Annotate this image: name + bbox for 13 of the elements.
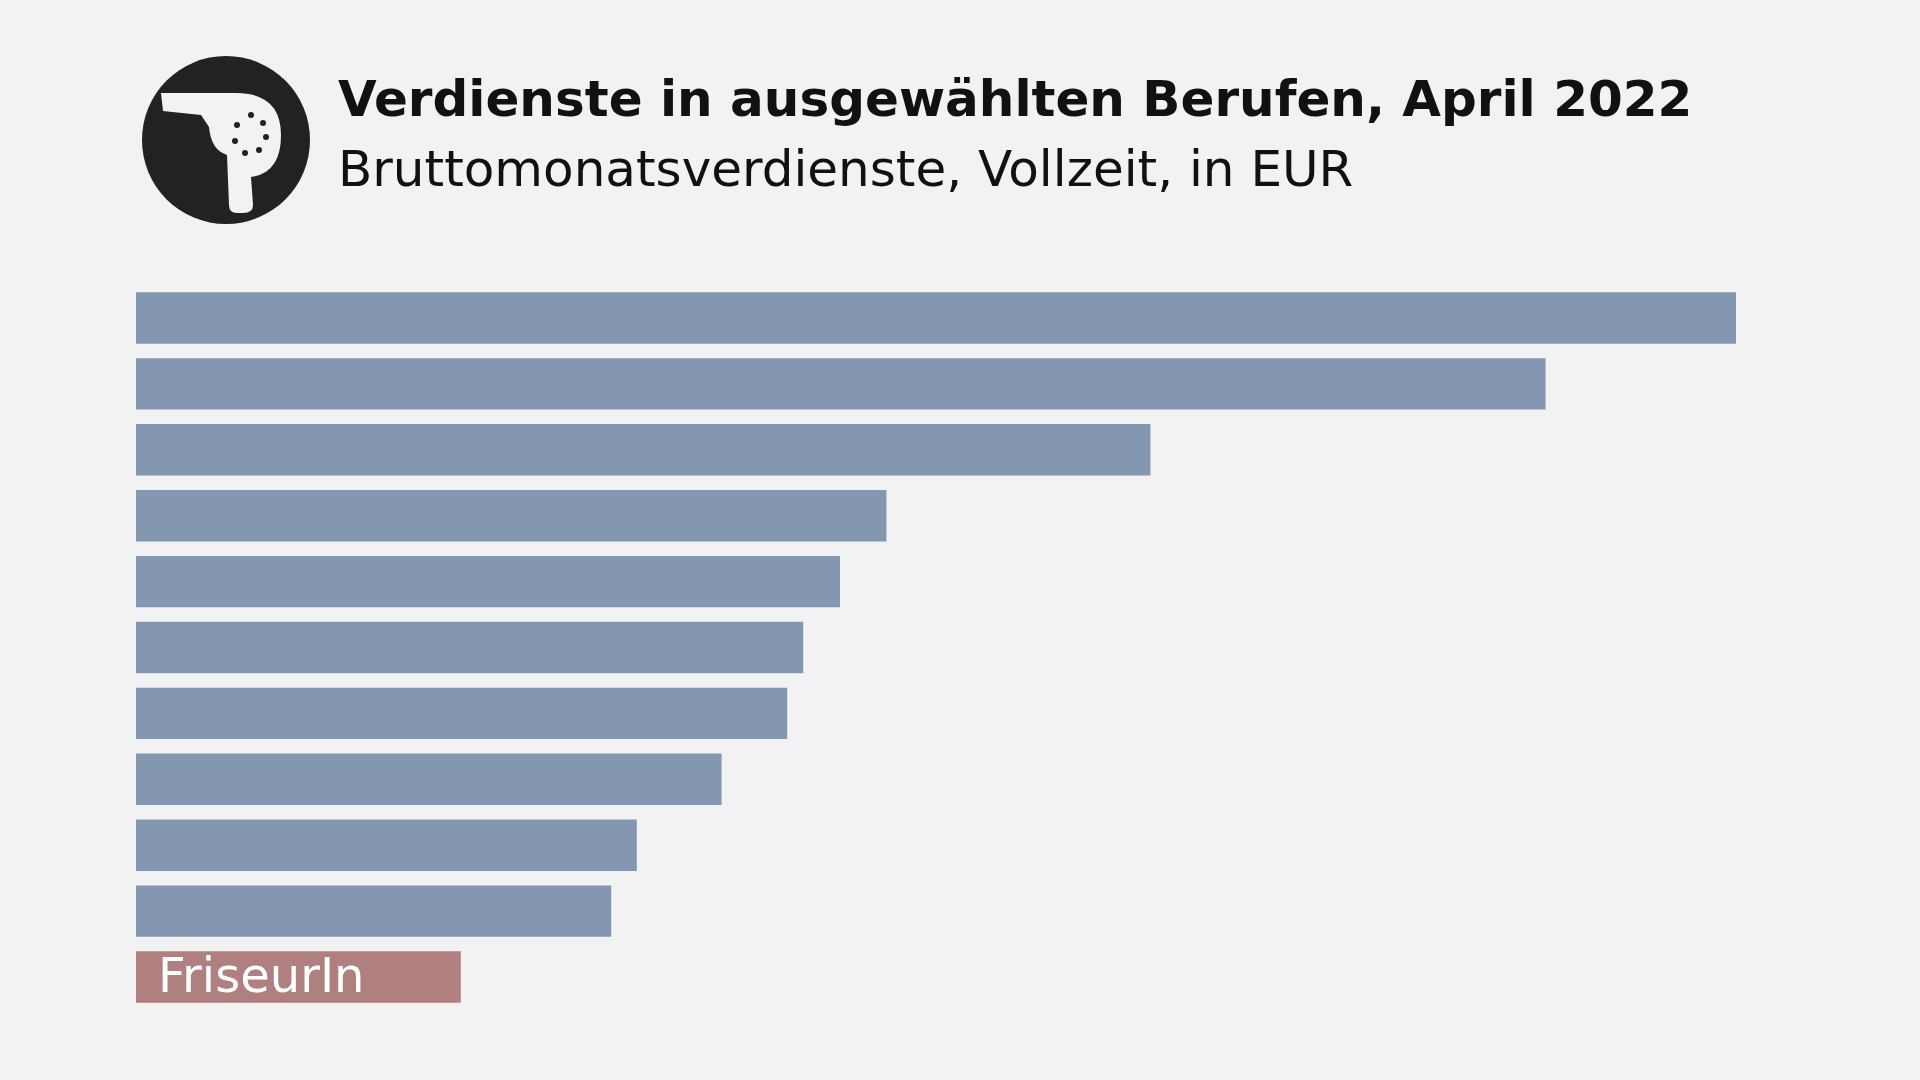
bar xyxy=(136,753,722,806)
bar xyxy=(136,687,788,740)
y-tick-label: FriseurIn xyxy=(158,946,365,1003)
bar xyxy=(136,621,804,674)
bar xyxy=(136,292,1736,344)
bar xyxy=(136,885,612,937)
bar xyxy=(136,424,1151,476)
bar xyxy=(136,819,637,871)
bar xyxy=(136,358,1546,410)
chart-subtitle: Bruttomonatsverdienste, Vollzeit, in EUR xyxy=(338,140,1354,198)
bar xyxy=(136,555,840,608)
bar xyxy=(136,489,887,542)
chart-title: Verdienste in ausgewählten Berufen, April 2022 xyxy=(338,70,1693,128)
